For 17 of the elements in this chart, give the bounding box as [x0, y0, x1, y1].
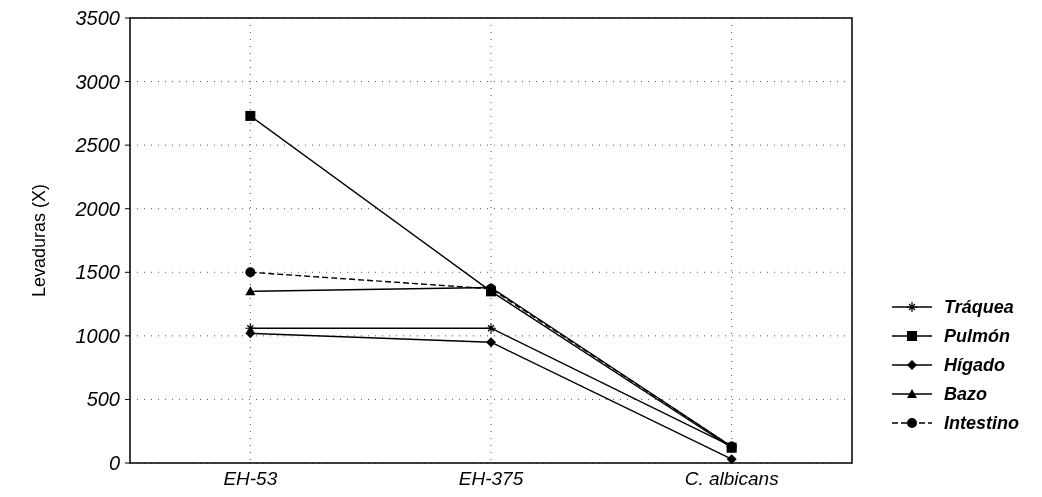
legend-label: Intestino [944, 413, 1019, 434]
y-tick-label: 2000 [74, 197, 120, 220]
y-tick-label: 0 [108, 452, 120, 474]
x-tick-label: C. albicans [684, 468, 780, 489]
y-tick-label: 1500 [75, 261, 120, 284]
legend-label: Hígado [944, 355, 1005, 376]
y-axis-title: Levaduras (X) [29, 183, 49, 298]
legend-label: Pulmón [944, 326, 1010, 347]
x-tick-label: EH-375 [458, 468, 524, 489]
y-tick-label: 3500 [75, 7, 120, 29]
y-tick-label: 2500 [74, 134, 120, 157]
y-tick-label: 1000 [75, 324, 120, 347]
y-tick-label: 500 [86, 388, 120, 411]
x-tick-label: EH-53 [223, 468, 278, 489]
legend-label: Tráquea [944, 297, 1014, 318]
y-tick-label: 3000 [75, 70, 120, 93]
legend-label: Bazo [944, 384, 988, 405]
